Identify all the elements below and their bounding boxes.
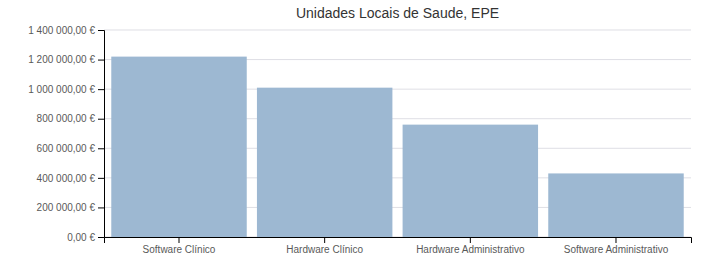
bar [403, 125, 538, 237]
tick-label: 1 400 000,00 € [28, 25, 95, 36]
tick-label: Software Administrativo [564, 244, 669, 255]
tick-mark [98, 30, 104, 31]
bar [257, 88, 392, 237]
tick-label: Hardware Administrativo [416, 244, 525, 255]
bar [548, 173, 683, 237]
plot: 0,00 € 200 000,00 € 400 000,00 € 600 000,00… [28, 25, 691, 255]
chart: Unidades Locais de Saude, EPE 0,00 € 200 0… [0, 0, 703, 265]
x-axis: Software Clínico Hardware Clínico Hardware… [105, 237, 692, 255]
tick-mark [98, 207, 104, 208]
tick: 600 000,00 € [37, 143, 104, 154]
tick: Hardware Clínico [286, 237, 363, 255]
tick-mark [98, 148, 104, 149]
tick-label: 800 000,00 € [37, 113, 96, 124]
tick: 0,00 € [67, 232, 104, 243]
tick-label: Software Clínico [143, 244, 216, 255]
tick: 1 000 000,00 € [28, 84, 104, 95]
tick-label: Hardware Clínico [286, 244, 363, 255]
tick-label: 200 000,00 € [37, 202, 96, 213]
tick: Hardware Administrativo [416, 237, 525, 255]
tick: 800 000,00 € [37, 113, 104, 124]
tick-mark [324, 237, 325, 243]
tick-mark [179, 237, 180, 243]
tick-mark [98, 60, 104, 61]
tick-label: 400 000,00 € [37, 173, 96, 184]
grid [104, 30, 691, 237]
tick-label: 600 000,00 € [37, 143, 96, 154]
tick: 1 200 000,00 € [28, 54, 104, 65]
tick-mark [470, 237, 471, 243]
tick: 1 400 000,00 € [28, 25, 104, 36]
title: Unidades Locais de Saude, EPE [296, 5, 499, 21]
axis-line [105, 238, 692, 244]
y-axis: 0,00 € 200 000,00 € 400 000,00 € 600 000,00… [28, 25, 104, 243]
tick-mark [98, 237, 104, 238]
tick-label: 1 200 000,00 € [28, 54, 95, 65]
tick-mark [98, 119, 104, 120]
tick-label: 0,00 € [67, 232, 95, 243]
tick: 400 000,00 € [37, 173, 104, 184]
tick-label: 1 000 000,00 € [28, 84, 95, 95]
bar [111, 57, 246, 237]
tick: Software Administrativo [564, 237, 669, 255]
bars [111, 57, 683, 237]
tick: 200 000,00 € [37, 202, 104, 213]
axis-line [98, 31, 105, 238]
grid-line [104, 30, 691, 31]
tick: Software Clínico [143, 237, 216, 255]
tick-mark [98, 89, 104, 90]
tick-mark [98, 178, 104, 179]
tick-mark [615, 237, 616, 243]
